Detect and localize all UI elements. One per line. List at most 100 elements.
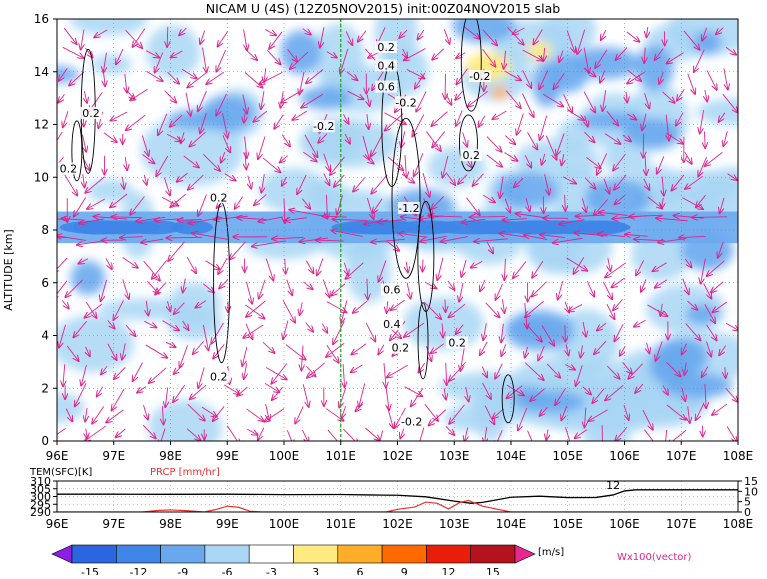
wind-vector <box>565 326 566 342</box>
colorbar-box <box>72 545 116 563</box>
contour-label: 0.2 <box>448 336 466 349</box>
shade-light <box>313 24 365 92</box>
colorbar-box <box>382 545 426 563</box>
colorbar-box <box>205 545 249 563</box>
colorbar-arrow-right <box>515 545 535 563</box>
contour-label: 0.2 <box>377 41 395 54</box>
ts-x-tick-label: 107E <box>666 517 697 531</box>
shade-light <box>146 25 201 79</box>
colorbar-tick-label: -15 <box>81 566 99 575</box>
y-tick-label: 10 <box>34 170 49 184</box>
y-tick-label: 14 <box>34 65 49 79</box>
colorbar-tick-label: 15 <box>486 566 500 575</box>
x-tick-label: 105E <box>553 449 584 463</box>
shade-warm-strong <box>492 87 508 99</box>
ts-x-tick-label: 108E <box>723 517 754 531</box>
vector-legend-label: Wx100(vector) <box>617 552 692 563</box>
ts-x-tick-label: 102E <box>382 517 413 531</box>
contour-label: -0.2 <box>395 96 416 109</box>
x-tick-label: 107E <box>666 449 697 463</box>
shade-warm <box>527 42 551 60</box>
y-axis-label: ALTITUDE [km] <box>2 229 15 310</box>
colorbar-units: [m/s] <box>538 547 564 558</box>
colorbar-box <box>338 545 382 563</box>
wind-vector <box>470 217 505 218</box>
contour-label: 0.2 <box>210 371 228 384</box>
shade-mid <box>577 111 644 129</box>
colorbar-tick-label: 3 <box>312 566 319 575</box>
x-tick-label: 96E <box>46 449 69 463</box>
x-tick-label: 101E <box>326 449 357 463</box>
colorbar-arrow-left <box>52 545 72 563</box>
shade-mid <box>532 61 562 107</box>
shade-light <box>168 282 221 326</box>
y-tick-label: 8 <box>41 223 49 237</box>
colorbar-box <box>161 545 205 563</box>
shade-light <box>403 297 484 350</box>
colorbar-tick-label: -12 <box>129 566 147 575</box>
colorbar-box <box>294 545 338 563</box>
colorbar-tick-label: 12 <box>442 566 456 575</box>
ts-x-tick-label: 104E <box>496 517 527 531</box>
shade-mid <box>300 86 352 109</box>
x-tick-label: 104E <box>496 449 527 463</box>
contour-label: 0.2 <box>82 107 100 120</box>
shade-light <box>87 179 133 203</box>
ts-annotation: 12 <box>606 479 620 492</box>
shade-light <box>148 400 222 455</box>
contour-label: -0.2 <box>469 70 490 83</box>
contour-label: 0.2 <box>210 191 228 204</box>
ts-annotation-label: 12 <box>606 479 620 492</box>
shade-mid <box>686 304 718 324</box>
colorbar-box <box>249 545 293 563</box>
ts-x-tick-label: 97E <box>102 517 125 531</box>
y-tick-label: 4 <box>41 329 49 343</box>
jet-core <box>464 220 530 234</box>
ts-x-tick-label: 103E <box>439 517 470 531</box>
colorbar-tick-label: 9 <box>401 566 408 575</box>
ts-x-tick-label: 96E <box>46 517 69 531</box>
contour-label: -0.2 <box>401 416 422 429</box>
contour-label: -0.2 <box>313 120 334 133</box>
contour-label: 0.2 <box>392 342 410 355</box>
contour-label: 0.2 <box>463 149 481 162</box>
shade-mid <box>635 45 674 90</box>
x-tick-label: 100E <box>269 449 300 463</box>
ts-x-tick-label: 106E <box>609 517 640 531</box>
wind-vector <box>166 237 202 238</box>
contour-label: 0.4 <box>377 59 395 72</box>
x-tick-label: 108E <box>723 449 754 463</box>
x-tick-label: 106E <box>609 449 640 463</box>
ts-x-tick-label: 101E <box>326 517 357 531</box>
contour-label: 0.6 <box>377 81 395 94</box>
shade-light <box>70 4 148 36</box>
shade-mid <box>663 374 733 399</box>
x-tick-label: 102E <box>382 449 413 463</box>
contour-label: 0.6 <box>383 284 401 297</box>
ts-right-label: PRCP [mm/hr] <box>150 467 220 478</box>
wind-vector <box>643 134 644 158</box>
wind-vector <box>445 300 446 312</box>
ts-x-tick-label: 105E <box>553 517 584 531</box>
x-tick-label: 97E <box>102 449 125 463</box>
series-precip-line <box>57 500 738 512</box>
y-tick-label: 6 <box>41 276 49 290</box>
x-tick-label: 103E <box>439 449 470 463</box>
colorbar-box <box>426 545 470 563</box>
wind-field-layer <box>29 0 767 464</box>
chart-title: NICAM U (4S) (12Z05NOV2015) init:00Z04NO… <box>206 1 561 16</box>
contour-label: 0.2 <box>60 162 78 175</box>
colorbar-tick-label: -9 <box>177 566 188 575</box>
y-tick-label: 2 <box>41 381 49 395</box>
y-tick-label: 12 <box>34 118 49 132</box>
contour-label: -1.2 <box>398 202 419 215</box>
y-tick-label: 16 <box>34 12 49 26</box>
